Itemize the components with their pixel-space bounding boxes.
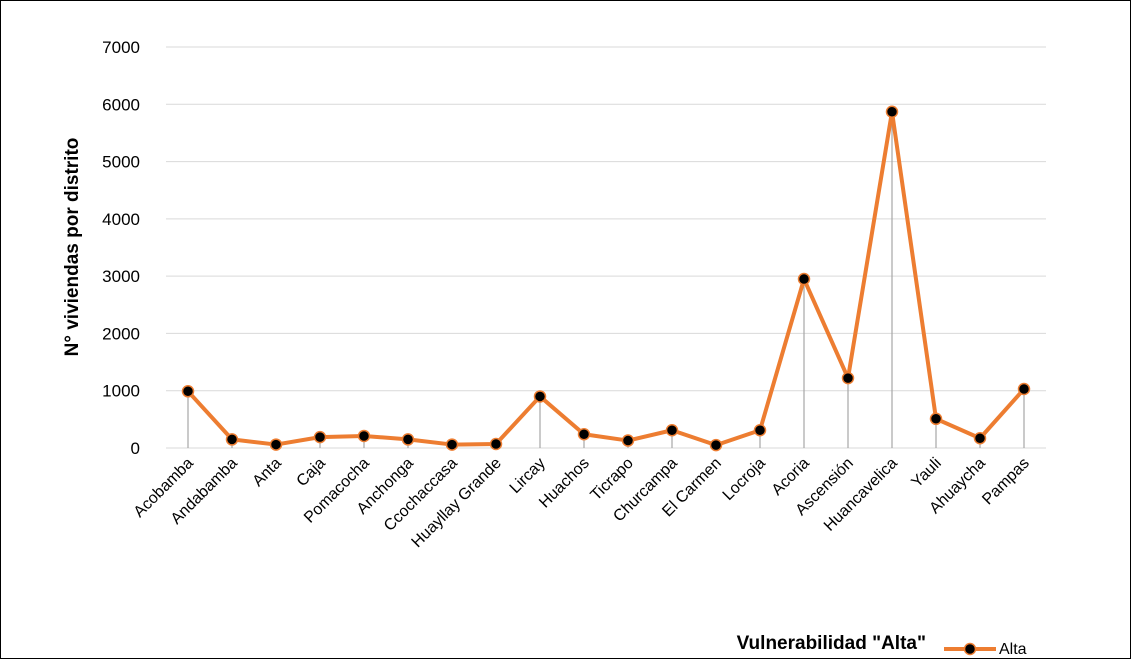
y-tick-label: 0 [131, 439, 140, 458]
data-point [489, 437, 503, 451]
data-point [357, 429, 371, 443]
data-point [445, 438, 459, 451]
data-point [885, 105, 899, 118]
x-axis-title: Vulnerabilidad "Alta" [737, 633, 926, 654]
data-point [797, 272, 811, 286]
y-tick-label: 3000 [102, 267, 140, 286]
data-point [533, 390, 547, 403]
data-point [225, 433, 239, 446]
legend-label-alta: Alta [999, 641, 1027, 658]
data-point [1017, 382, 1031, 396]
y-tick-label: 5000 [102, 153, 140, 172]
data-point [269, 438, 283, 451]
data-point [665, 423, 679, 437]
x-tick-label: Pampas [979, 455, 1033, 509]
y-axis-title: N° viviendas por distrito [62, 138, 83, 357]
y-tick-label: 2000 [102, 324, 140, 343]
x-tick-label: Yauli [908, 455, 944, 491]
legend-marker-swatch [963, 642, 977, 656]
y-tick-label: 6000 [102, 95, 140, 114]
data-point [401, 433, 415, 446]
x-tick-label: Caja [294, 455, 329, 490]
legend: Alta [944, 641, 1027, 658]
data-point [973, 432, 987, 445]
series-layer [181, 105, 1031, 452]
data-point [313, 430, 327, 444]
data-point [929, 412, 943, 426]
series-line-alta [186, 109, 1026, 448]
y-axis-ticks: 0 1000 2000 3000 4000 5000 6000 7000 [102, 38, 140, 458]
data-point [577, 428, 591, 441]
y-tick-label: 4000 [102, 210, 140, 229]
x-tick-label: Locroja [720, 455, 769, 504]
data-point [841, 371, 855, 385]
y-tick-label: 1000 [102, 382, 140, 401]
data-point [621, 434, 635, 447]
data-point [753, 423, 767, 437]
gridlines [166, 46, 1046, 449]
data-point [181, 385, 195, 398]
x-tick-label: Lircay [507, 455, 549, 497]
y-tick-label: 7000 [102, 38, 140, 57]
x-tick-label: Anta [250, 455, 285, 490]
data-point [709, 438, 723, 452]
